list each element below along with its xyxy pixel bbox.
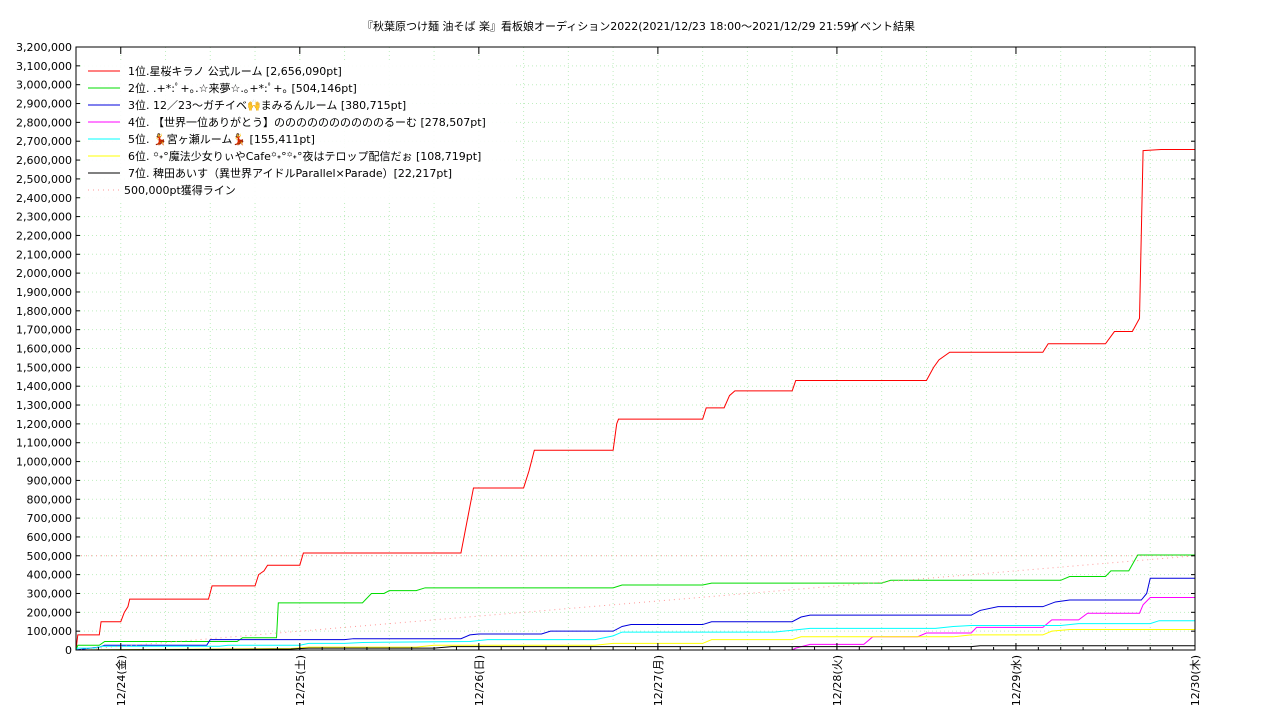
y-tick-label: 1,400,000 [16,380,72,393]
series-line-4 [76,597,1195,651]
legend-entry: 6位. ꙳˖°魔法少女りぃやCafe꙳˖°꙳˖°夜はテロップ配信だぉ [108,… [128,149,481,163]
y-tick-label: 0 [65,644,72,657]
y-tick-label: 200,000 [27,606,73,619]
legend-entry: 2位. .+*:ﾟ+｡.☆来夢☆.｡+*:ﾟ+｡ [504,146pt] [128,81,357,95]
y-tick-label: 1,800,000 [16,305,72,318]
x-tick-label: 12/26(日) [473,655,486,706]
x-tick-label: 12/24(金) [114,655,128,706]
y-tick-label: 1,600,000 [16,343,72,356]
y-tick-label: 3,200,000 [16,41,72,54]
y-tick-label: 3,000,000 [16,79,72,92]
legend-entry: 4位. 【世界一位ありがとう】ののののののののののるーむ [278,507pt] [128,115,486,129]
y-tick-label: 1,500,000 [16,361,72,374]
legend-entry: 1位.星桜キラノ 公式ルーム [2,656,090pt] [128,64,342,78]
series-layer [75,148,1196,651]
y-tick-label: 2,900,000 [16,98,72,111]
y-tick-label: 900,000 [27,474,73,487]
y-axis: 0 100,000 200,000 300,000 400,000 500,000 600,… [16,41,1195,657]
y-tick-label: 2,600,000 [16,154,72,167]
legend-box [84,61,514,201]
legend-entry: 5位. 💃宮ヶ瀬ルーム💃 [155,411pt] [128,132,315,146]
y-tick-label: 700,000 [27,512,73,525]
series-line-3 [75,577,1195,651]
y-tick-label: 2,800,000 [16,116,72,129]
y-tick-label: 100,000 [27,625,73,638]
series-line-1 [75,148,1195,651]
y-tick-label: 2,400,000 [16,192,72,205]
series-line-5 [75,620,1195,651]
y-tick-label: 1,300,000 [16,399,72,412]
y-tick-label: 800,000 [27,493,73,506]
y-tick-label: 3,100,000 [16,60,72,73]
legend: 1位.星桜キラノ 公式ルーム [2,656,090pt] 2位. .+*:ﾟ+｡.… [84,61,514,201]
y-tick-label: 500,000 [27,550,73,563]
y-tick-label: 1,900,000 [16,286,72,299]
x-tick-label: 12/29(水) [1010,655,1023,706]
y-tick-label: 2,300,000 [16,211,72,224]
legend-entry: 500,000pt獲得ライン [124,184,236,197]
y-tick-label: 1,100,000 [16,437,72,450]
y-tick-label: 300,000 [27,587,73,600]
x-tick-label: 12/27(月) [652,655,665,706]
chart-title-right: イベント結果 [849,19,915,33]
y-tick-label: 2,500,000 [16,173,72,186]
series-line-8 [75,555,1196,651]
y-tick-label: 1,700,000 [16,324,72,337]
legend-entry: 3位. 12／23〜ガチイベ🙌まみるんルーム [380,715pt] [128,98,406,112]
series-line-6 [75,629,1195,651]
x-tick-label: 12/30(木) [1189,655,1202,706]
y-tick-label: 1,200,000 [16,418,72,431]
chart-title: 『秋葉原つけ麺 油そば 楽』看板娘オーディション2022(2021/12/23 … [362,19,855,33]
y-tick-label: 2,700,000 [16,135,72,148]
y-tick-label: 2,000,000 [16,267,72,280]
y-tick-label: 2,200,000 [16,229,72,242]
x-axis: 12/24(金) 12/25(土) 12/26(日) 12/27(月) 12/28(火)… [75,47,1202,706]
y-tick-label: 400,000 [27,569,73,582]
y-tick-label: 1,000,000 [16,456,72,469]
x-tick-label: 12/25(土) [294,655,307,706]
series-line-7 [75,645,1195,651]
legend-entry: 7位. 稗田あいす（異世界アイドルParallel×Parade）[22,217… [128,166,452,180]
x-tick-label: 12/28(火) [831,655,844,706]
y-tick-label: 2,100,000 [16,248,72,261]
y-tick-label: 600,000 [27,531,73,544]
